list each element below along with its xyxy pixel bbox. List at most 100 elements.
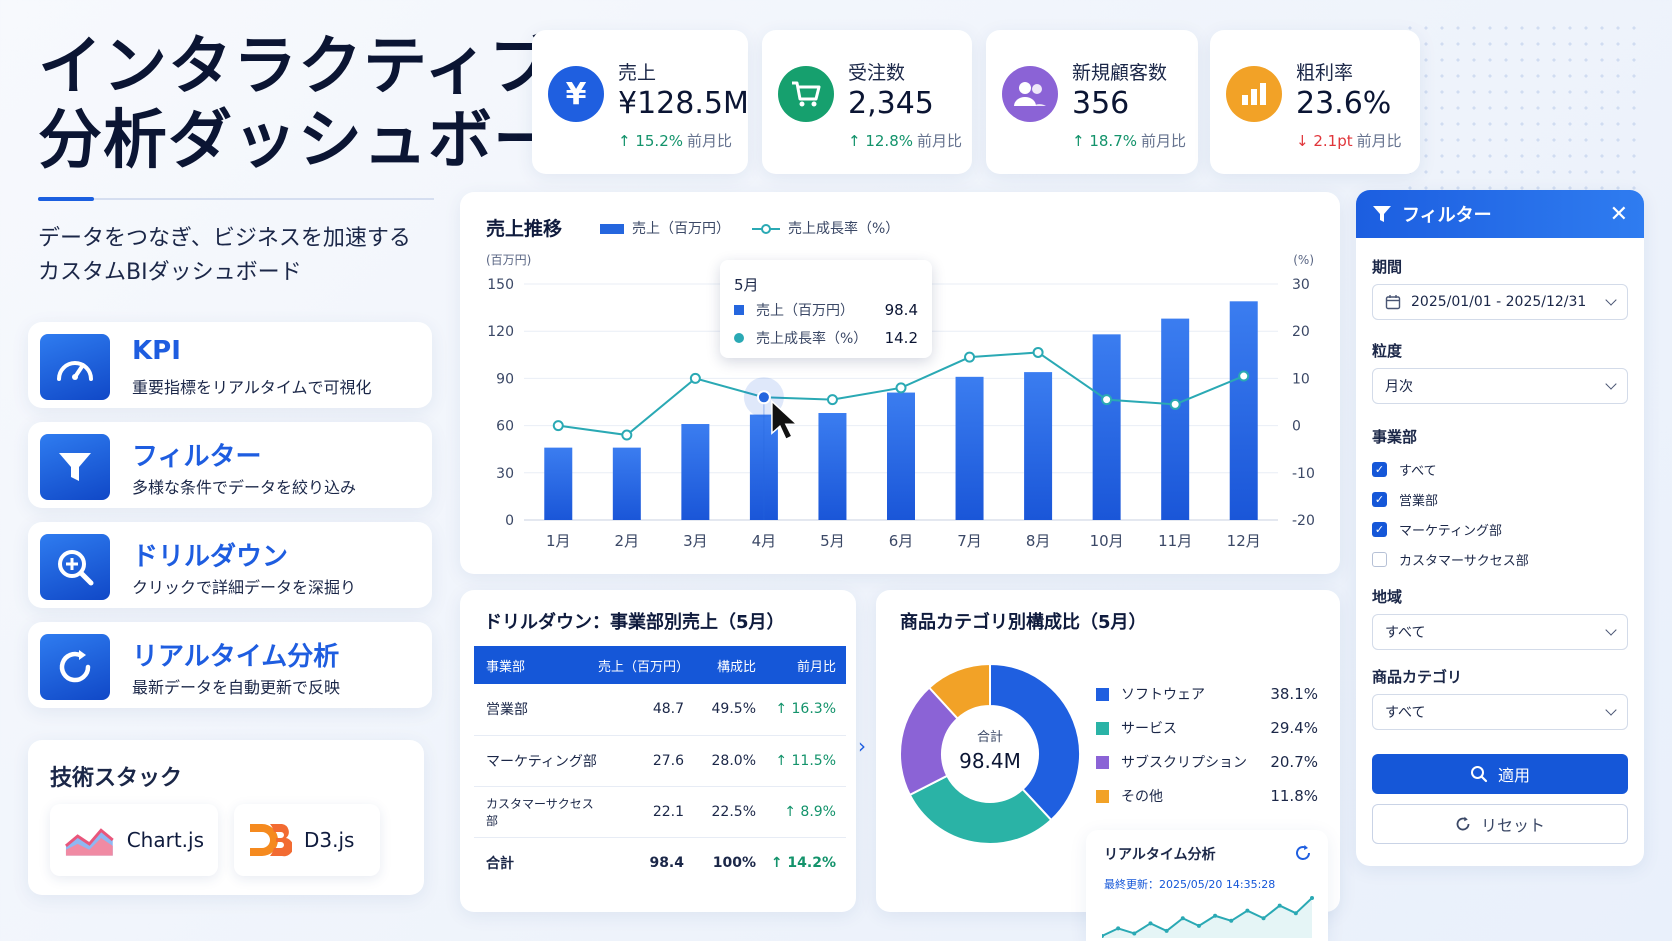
users-icon (1002, 66, 1058, 122)
pie-legend-item[interactable]: サービス 29.4% (1096, 718, 1318, 738)
growth-point[interactable] (1238, 370, 1250, 382)
period-select[interactable]: 2025/01/01 - 2025/12/31 (1372, 284, 1628, 320)
growth-point[interactable] (689, 372, 701, 384)
kpi-card-sales[interactable]: ¥ 売上 ¥128.5M ↑ 15.2% 前月比 (532, 30, 749, 174)
growth-point[interactable] (552, 420, 564, 432)
drilldown-title: ドリルダウン：事業部別売上（5月） (484, 612, 785, 633)
tooltip-row-growth: 売上成長率（%） 14.2 (734, 328, 918, 348)
chevron-down-icon (1605, 704, 1617, 716)
x-tick-label: 4月 (752, 532, 777, 550)
chevron-down-icon (1605, 294, 1617, 306)
sparkline-point (1293, 911, 1298, 916)
cell-dept: マーケティング部 (474, 735, 598, 787)
apply-button[interactable]: 適用 (1372, 754, 1628, 794)
growth-point[interactable] (621, 429, 633, 441)
dept-checkbox-marketing[interactable]: ✓ マーケティング部 (1372, 520, 1502, 539)
refresh-icon[interactable] (1294, 844, 1312, 862)
column-header[interactable]: 事業部 (474, 646, 598, 684)
legend-item-bar[interactable]: 売上（百万円） (600, 218, 730, 238)
sales-bar[interactable] (955, 376, 984, 520)
tech-chip-chartjs: Chart.js (50, 804, 218, 876)
page-subtitle: データをつなぎ、ビジネスを加速する カスタムBIダッシュボード (38, 226, 411, 285)
growth-point[interactable] (895, 382, 907, 394)
feature-card-drilldown: ドリルダウン クリックで詳細データを深掘り (28, 522, 432, 608)
kpi-delta-up: ↑ 12.8% (848, 132, 913, 150)
kpi-card-new-customers[interactable]: 新規顧客数 356 ↑ 18.7% 前月比 (986, 30, 1198, 174)
tech-stack-title: 技術スタック (50, 766, 183, 791)
chevron-down-icon (1605, 624, 1617, 636)
sales-bar[interactable] (681, 424, 710, 520)
donut-slice[interactable] (927, 662, 991, 721)
table-row[interactable]: 営業部 48.7 49.5% ↑ 16.3% (474, 684, 846, 736)
category-select[interactable]: すべて (1372, 694, 1628, 730)
tech-stack-card: 技術スタック Chart.js D3.js (28, 740, 424, 895)
donut-center-value: 98.4M (959, 749, 1021, 773)
growth-point[interactable] (826, 394, 838, 406)
cell-share: 49.5% (684, 684, 756, 736)
pie-legend-item[interactable]: サブスクリプション 20.7% (1096, 752, 1318, 772)
dept-checkbox-all[interactable]: ✓ すべて (1372, 460, 1437, 479)
sales-bar[interactable] (818, 413, 847, 520)
feature-title: ドリルダウン (132, 542, 289, 572)
calendar-icon (1385, 295, 1401, 310)
kpi-value: ¥128.5M (618, 86, 749, 121)
sales-bar[interactable] (544, 447, 573, 520)
sparkline-point (1116, 926, 1121, 931)
pie-legend-item[interactable]: その他 11.8% (1096, 786, 1318, 806)
region-select[interactable]: すべて (1372, 614, 1628, 650)
chevron-right-icon[interactable]: › (858, 734, 866, 758)
column-header[interactable]: 構成比 (684, 646, 756, 684)
granularity-select[interactable]: 月次 (1372, 368, 1628, 404)
filter-label-granularity: 粒度 (1372, 342, 1403, 360)
column-header[interactable]: 売上（百万円） (598, 646, 689, 684)
sales-bar[interactable] (887, 392, 915, 520)
growth-point-active[interactable] (756, 390, 771, 405)
title-divider (38, 197, 434, 201)
pie-legend-item[interactable]: ソフトウェア 38.1% (1096, 684, 1318, 704)
legend-item-line[interactable]: 売上成長率（%） (752, 218, 899, 238)
feature-desc: 最新データを自動更新で反映 (132, 678, 341, 697)
sales-chart-title: 売上推移 (486, 218, 563, 240)
cell-sales: 22.1 (598, 786, 684, 838)
category-donut-chart[interactable] (890, 654, 1090, 854)
sales-chart[interactable]: (百万円) (%) 0 30 60 90 120 150 -20 -10 0 10 20 30 1月 2月 3月… (460, 192, 1340, 574)
sales-trend-card: 売上推移 売上（百万円） 売上成長率（%） (百万円) (%) 0 30 60 90 120… (460, 192, 1340, 574)
sparkline-point (1164, 928, 1169, 933)
reset-button[interactable]: リセット (1372, 804, 1628, 844)
donut-center: 合計 98.4M (940, 726, 1040, 773)
kpi-card-gross-margin[interactable]: 粗利率 23.6% ↓ 2.1pt 前月比 (1210, 30, 1420, 174)
growth-point[interactable] (1169, 398, 1181, 410)
y-tick-right: 0 (1292, 419, 1301, 435)
table-row[interactable]: マーケティング部 27.6 28.0% ↑ 11.5% (474, 735, 846, 787)
filter-panel: フィルター ✕ 期間 2025/01/01 - 2025/12/31 粒度 月次… (1356, 190, 1644, 866)
close-icon[interactable]: ✕ (1609, 201, 1628, 227)
feature-title: リアルタイム分析 (132, 642, 340, 672)
cell-mom: ↑ 14.2% (770, 854, 836, 871)
dept-checkbox-cs[interactable]: カスタマーサクセス部 (1372, 550, 1529, 569)
region-value: すべて (1385, 625, 1426, 641)
x-tick-label: 11月 (1158, 532, 1192, 550)
sparkline-point (1148, 921, 1153, 926)
growth-point[interactable] (1032, 346, 1044, 358)
cell-sales: 27.6 (598, 735, 684, 787)
sales-bar[interactable] (612, 447, 641, 520)
table-row[interactable]: カスタマーサクセス部 22.1 22.5% ↑ 8.9% (474, 786, 846, 838)
growth-point[interactable] (964, 351, 976, 363)
sales-bar[interactable] (1092, 334, 1121, 520)
chart-tooltip: 5月 売上（百万円） 98.4 売上成長率（%） 14.2 (720, 260, 932, 358)
x-tick-label: 7月 (957, 532, 982, 550)
donut-slice[interactable] (908, 774, 1053, 845)
sales-bar[interactable] (1024, 372, 1053, 520)
x-tick-label: 2月 (615, 532, 640, 550)
sales-bar[interactable] (1229, 301, 1258, 520)
donut-center-label: 合計 (976, 730, 1003, 745)
growth-point[interactable] (1101, 394, 1113, 406)
donut-slice[interactable] (989, 662, 1081, 822)
column-header[interactable]: 前月比 (756, 646, 846, 684)
x-tick-label: 1月 (546, 532, 571, 550)
sparkline-point (1245, 908, 1250, 913)
dept-checkbox-sales[interactable]: ✓ 営業部 (1372, 490, 1438, 509)
sales-bar[interactable] (1161, 318, 1190, 520)
cell-dept: 合計 (486, 855, 514, 872)
kpi-card-orders[interactable]: 受注数 2,345 ↑ 12.8% 前月比 (762, 30, 972, 174)
